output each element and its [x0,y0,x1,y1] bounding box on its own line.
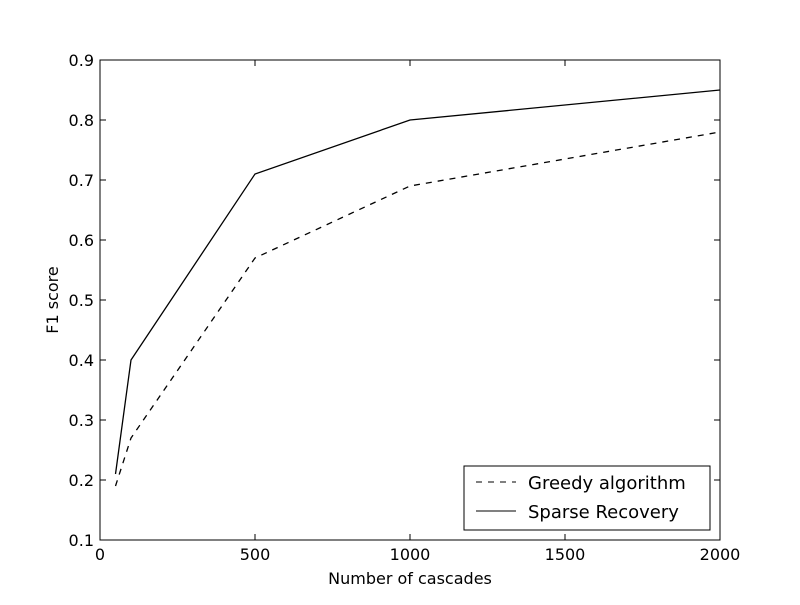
x-tick-label: 1500 [545,545,586,564]
y-tick-label: 0.6 [69,231,94,250]
legend-frame [463,465,711,531]
x-tick-label: 500 [240,545,271,564]
y-axis-label: F1 score [43,266,62,333]
y-tick-label: 0.9 [69,51,94,70]
y-tick-label: 0.2 [69,471,94,490]
x-tick-label: 2000 [700,545,741,564]
legend-label-sparse: Sparse Recovery [528,502,679,523]
series-line-greedy-algorithm [114,131,721,487]
x-tick-label: 1000 [390,545,431,564]
legend-label-greedy: Greedy algorithm [528,473,686,494]
y-tick-label: 0.7 [69,171,94,190]
y-tick-label: 0.4 [69,351,94,370]
x-tick-label: 0 [95,545,105,564]
legend: Greedy algorithm Sparse Recovery [463,465,711,531]
y-tick-label: 0.1 [69,531,94,550]
y-tick-label: 0.8 [69,111,94,130]
y-tick-label: 0.5 [69,291,94,310]
x-axis-label: Number of cascades [328,569,492,588]
y-tick-label: 0.3 [69,411,94,430]
series-line-sparse-recovery [114,89,721,475]
